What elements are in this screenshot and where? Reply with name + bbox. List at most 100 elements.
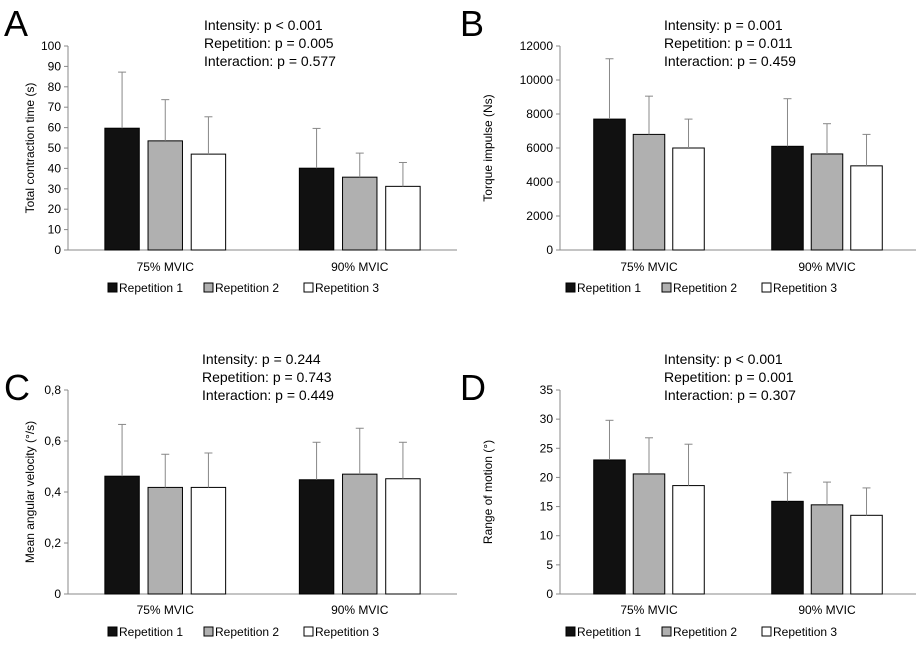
panel-a-bar xyxy=(298,167,335,251)
panel-a-legend-swatch xyxy=(107,282,118,293)
panel-d-legend-label: Repetition 3 xyxy=(773,625,837,639)
panel-c-legend-label: Repetition 2 xyxy=(215,625,279,639)
panel-d-legend-label: Repetition 1 xyxy=(577,625,641,639)
panel-b-stat-line: Interaction: p = 0.459 xyxy=(664,53,796,69)
panel-b-y-tick-label: 6000 xyxy=(526,141,553,155)
panel-b-category-label: 90% MVIC xyxy=(798,260,856,274)
panel-a-legend-label: Repetition 3 xyxy=(315,281,379,295)
panel-d-bar xyxy=(593,459,626,595)
panel-a-legend-swatch xyxy=(303,282,314,293)
panel-c-legend-swatch xyxy=(303,626,314,637)
panel-c-category-label: 90% MVIC xyxy=(331,603,389,617)
panel-c-stat-line: Repetition: p = 0.743 xyxy=(202,369,332,385)
panel-b-legend-label: Repetition 3 xyxy=(773,281,837,295)
panel-c-y-tick-label: 0,6 xyxy=(44,434,61,448)
panel-d-stat-line: Intensity: p < 0.001 xyxy=(664,351,783,367)
panel-c-y-tick-label: 0,2 xyxy=(44,536,61,550)
panel-c-stat-line: Interaction: p = 0.449 xyxy=(202,387,334,403)
panel-a-stat-line: Repetition: p = 0.005 xyxy=(204,35,334,51)
panel-b-bar xyxy=(850,165,883,251)
panel-c-y-axis-title: Mean angular velocity (°/s) xyxy=(23,421,37,563)
panel-a-legend-label: Repetition 1 xyxy=(119,281,183,295)
panel-b-category-label: 75% MVIC xyxy=(620,260,678,274)
panel-b-legend-label: Repetition 1 xyxy=(577,281,641,295)
panel-a-y-axis-title: Total contraction time (s) xyxy=(23,83,37,214)
panel-a-stat-line: Interaction: p = 0.577 xyxy=(204,53,336,69)
panel-a-bar xyxy=(385,185,421,251)
panel-c-y-tick-label: 0,4 xyxy=(44,485,61,499)
panel-d-bar xyxy=(810,504,844,595)
panel-d-category-label: 90% MVIC xyxy=(798,603,856,617)
panel-a-legend-swatch xyxy=(203,282,214,293)
panel-d-y-tick-label: 10 xyxy=(540,529,554,543)
panel-d-bar xyxy=(850,514,883,595)
panel-a-category-label: 75% MVIC xyxy=(137,260,195,274)
panel-a-y-tick-label: 10 xyxy=(48,223,62,237)
panel-a-y-tick-label: 60 xyxy=(48,121,62,135)
panel-b-legend-swatch xyxy=(761,282,772,293)
panel-b-bar xyxy=(771,145,804,251)
panel-c-legend-swatch xyxy=(107,626,118,637)
panel-c-legend-label: Repetition 3 xyxy=(315,625,379,639)
panel-b-bar xyxy=(632,133,666,251)
panel-a-y-tick-label: 90 xyxy=(48,59,62,73)
panel-a-y-tick-label: 0 xyxy=(54,243,61,257)
panel-c-y-tick-label: 0 xyxy=(54,587,61,601)
panel-a-bar xyxy=(147,140,183,251)
panel-d-y-tick-label: 25 xyxy=(540,441,554,455)
panel-d-bar xyxy=(672,485,705,595)
panel-b-y-tick-label: 2000 xyxy=(526,209,553,223)
panel-b-bar xyxy=(810,153,844,251)
panel-b-bar xyxy=(593,118,626,251)
panel-a-bar xyxy=(342,176,378,251)
panel-a-category-label: 90% MVIC xyxy=(331,260,389,274)
panel-a-stat-line: Intensity: p < 0.001 xyxy=(204,17,323,33)
panel-a-letter: A xyxy=(4,3,28,44)
panel-a-y-tick-label: 30 xyxy=(48,182,62,196)
panel-b-legend-swatch xyxy=(565,282,576,293)
panel-a-bar xyxy=(190,153,227,251)
panel-c-y-tick-label: 0,8 xyxy=(44,383,61,397)
panel-c-category-label: 75% MVIC xyxy=(137,603,195,617)
panel-d-stat-line: Repetition: p = 0.001 xyxy=(664,369,794,385)
panel-b-y-axis-title: Torque impulse (Ns) xyxy=(481,94,495,201)
panel-b-y-tick-label: 8000 xyxy=(526,107,553,121)
panel-d-y-axis-title: Range of motion (°) xyxy=(481,440,495,544)
panel-b-y-tick-label: 10000 xyxy=(520,73,554,87)
panel-b-stat-line: Intensity: p = 0.001 xyxy=(664,17,783,33)
panel-d-y-tick-label: 20 xyxy=(540,470,554,484)
panel-d-bar xyxy=(632,473,666,595)
panel-d-legend-swatch xyxy=(761,626,772,637)
panel-d-legend-swatch xyxy=(565,626,576,637)
panel-d-y-tick-label: 15 xyxy=(540,500,554,514)
panel-d-y-tick-label: 30 xyxy=(540,412,554,426)
panel-d-letter: D xyxy=(460,367,486,408)
panel-a-y-tick-label: 40 xyxy=(48,161,62,175)
panel-b-y-tick-label: 0 xyxy=(546,243,553,257)
panel-d-y-tick-label: 0 xyxy=(546,587,553,601)
panel-d-y-tick-label: 5 xyxy=(546,558,553,572)
panel-c-bar xyxy=(342,473,378,595)
panel-b-stat-line: Repetition: p = 0.011 xyxy=(664,35,793,51)
panel-b-bar xyxy=(672,147,705,251)
panel-c-bar xyxy=(104,475,140,595)
panel-d-y-tick-label: 35 xyxy=(540,383,554,397)
panel-a-y-tick-label: 80 xyxy=(48,80,62,94)
panel-a-legend-label: Repetition 2 xyxy=(215,281,279,295)
panel-d-legend-label: Repetition 2 xyxy=(673,625,737,639)
panel-c-legend-label: Repetition 1 xyxy=(119,625,183,639)
panel-c-stat-line: Intensity: p = 0.244 xyxy=(202,351,321,367)
panel-c-bar xyxy=(385,478,421,595)
panel-c-legend-swatch xyxy=(203,626,214,637)
panel-d-bar xyxy=(771,500,804,595)
panel-a-y-tick-label: 70 xyxy=(48,100,62,114)
panel-c-bar xyxy=(147,486,183,595)
panel-b-y-tick-label: 4000 xyxy=(526,175,553,189)
panel-a-y-tick-label: 50 xyxy=(48,141,62,155)
panel-b-legend-label: Repetition 2 xyxy=(673,281,737,295)
panel-d-stat-line: Interaction: p = 0.307 xyxy=(664,387,796,403)
panel-b-y-tick-label: 12000 xyxy=(520,39,554,53)
panel-d-category-label: 75% MVIC xyxy=(620,603,678,617)
